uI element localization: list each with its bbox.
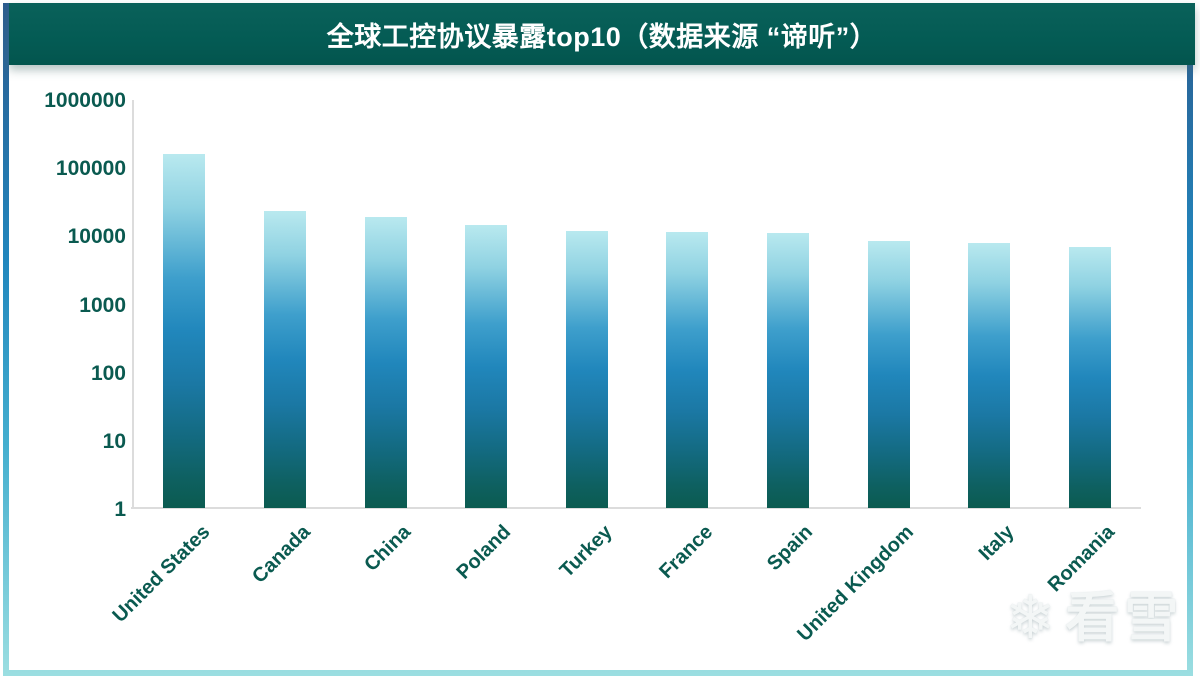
- bar-united-kingdom: [867, 240, 910, 508]
- y-axis-tick-label: 1000000: [44, 89, 126, 112]
- watermark-text: 看雪: [1065, 588, 1184, 648]
- y-axis-line: [132, 100, 134, 509]
- x-axis-line: [131, 507, 1141, 509]
- y-axis-tick-label: 100: [90, 361, 126, 385]
- y-axis-tick-label: 10: [102, 429, 126, 453]
- y-axis-tick-label: 10000: [67, 225, 126, 249]
- y-axis-tick-label: 100000: [55, 157, 126, 181]
- chart-title-bar: 全球工控协议暴露top10（数据来源 “谛听”）: [9, 3, 1195, 65]
- watermark: ❄ 看雪: [1005, 584, 1184, 651]
- bar-united-states: [163, 154, 206, 508]
- bar-turkey: [565, 230, 608, 508]
- y-axis-tick-label: 1: [114, 498, 126, 521]
- snowflake-icon: ❄: [1005, 584, 1056, 651]
- chart-title: 全球工控协议暴露top10（数据来源 “谛听”）: [326, 21, 878, 52]
- bar-romania: [1068, 246, 1111, 508]
- bar-china: [364, 217, 407, 508]
- bar-poland: [465, 225, 508, 508]
- bar-france: [666, 231, 709, 508]
- y-axis-tick-label: 1000: [79, 293, 126, 317]
- bar-canada: [263, 211, 306, 508]
- bar-italy: [968, 243, 1011, 508]
- bar-spain: [766, 233, 809, 508]
